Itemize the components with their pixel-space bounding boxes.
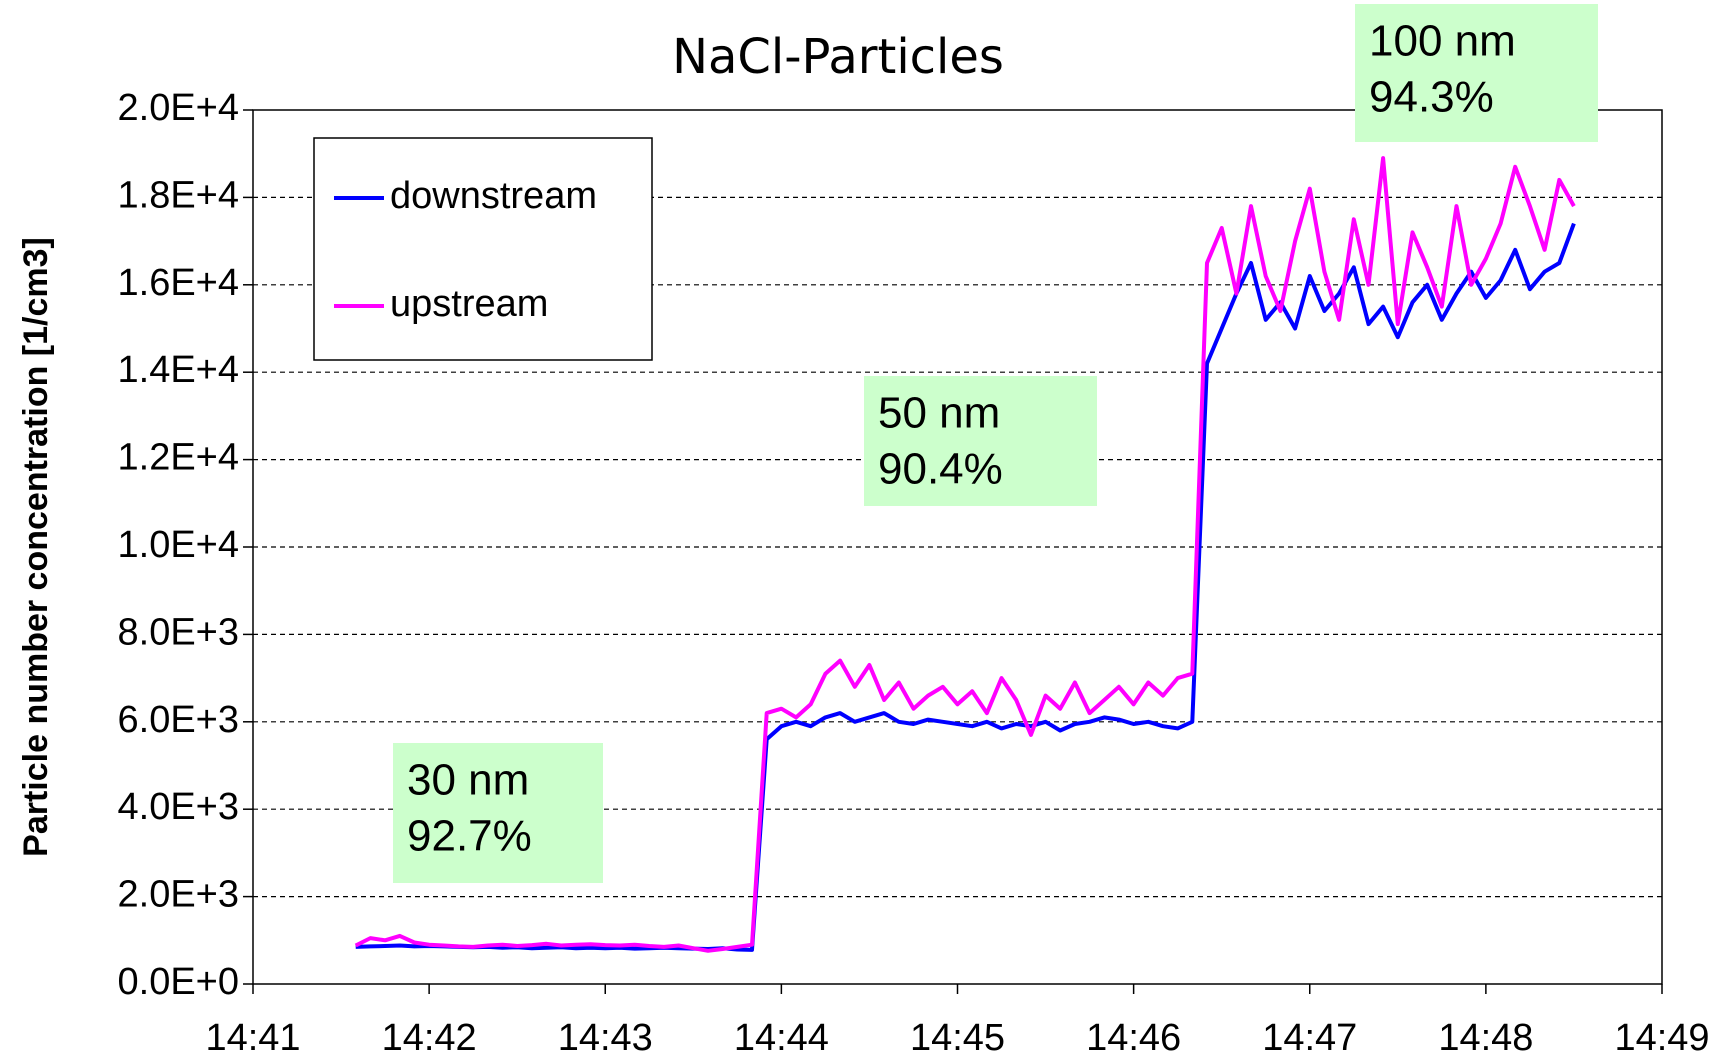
annotation-box <box>864 376 1097 506</box>
y-tick-label: 8.0E+3 <box>118 611 240 653</box>
annotation-text: 92.7% <box>407 812 532 861</box>
annotation-text: 30 nm <box>407 756 529 805</box>
annotation: 50 nm 90.4% <box>864 376 1097 506</box>
x-tick-label: 14:48 <box>1438 1017 1533 1059</box>
y-tick-label: 1.4E+4 <box>118 349 240 391</box>
annotation: 100 nm 94.3% <box>1355 4 1598 142</box>
legend-label: upstream <box>390 283 548 325</box>
annotation-text: 100 nm <box>1369 17 1516 66</box>
x-tick-label: 14:43 <box>558 1017 653 1059</box>
y-axis-label: Particle number concentration [1/cm3] <box>17 237 55 857</box>
data-line <box>354 156 1576 953</box>
x-tick-label: 14:42 <box>382 1017 477 1059</box>
annotation: 30 nm 92.7% <box>393 743 603 883</box>
y-tick-label: 1.8E+4 <box>118 174 240 216</box>
x-tick-label: 14:49 <box>1614 1017 1709 1059</box>
y-tick-label: 0.0E+0 <box>118 961 240 1003</box>
annotation-text: 90.4% <box>878 445 1003 494</box>
x-tick-label: 14:41 <box>205 1017 300 1059</box>
annotation-box <box>1355 4 1598 142</box>
data-line <box>355 222 1576 952</box>
y-tick-label: 1.2E+4 <box>118 437 240 479</box>
x-tick-label: 14:46 <box>1086 1017 1181 1059</box>
y-tick-label: 6.0E+3 <box>118 699 240 741</box>
y-tick-label: 2.0E+4 <box>118 87 240 129</box>
annotation-text: 50 nm <box>878 389 1000 438</box>
legend-label: downstream <box>390 175 597 217</box>
y-tick-label: 1.6E+4 <box>118 262 240 304</box>
y-tick-label: 4.0E+3 <box>118 786 240 828</box>
annotation-text: 94.3% <box>1369 73 1494 122</box>
annotation-box <box>393 743 603 883</box>
chart-title: NaCl-Particles <box>672 29 1004 85</box>
y-tick-label: 1.0E+4 <box>118 524 240 566</box>
x-tick-label: 14:45 <box>910 1017 1005 1059</box>
x-tick-label: 14:47 <box>1262 1017 1357 1059</box>
legend: downstream upstream <box>313 137 653 361</box>
x-tick-label: 14:44 <box>734 1017 829 1059</box>
plot-frame <box>252 109 1663 985</box>
legend-box <box>313 137 653 361</box>
y-tick-label: 2.0E+3 <box>118 874 240 916</box>
